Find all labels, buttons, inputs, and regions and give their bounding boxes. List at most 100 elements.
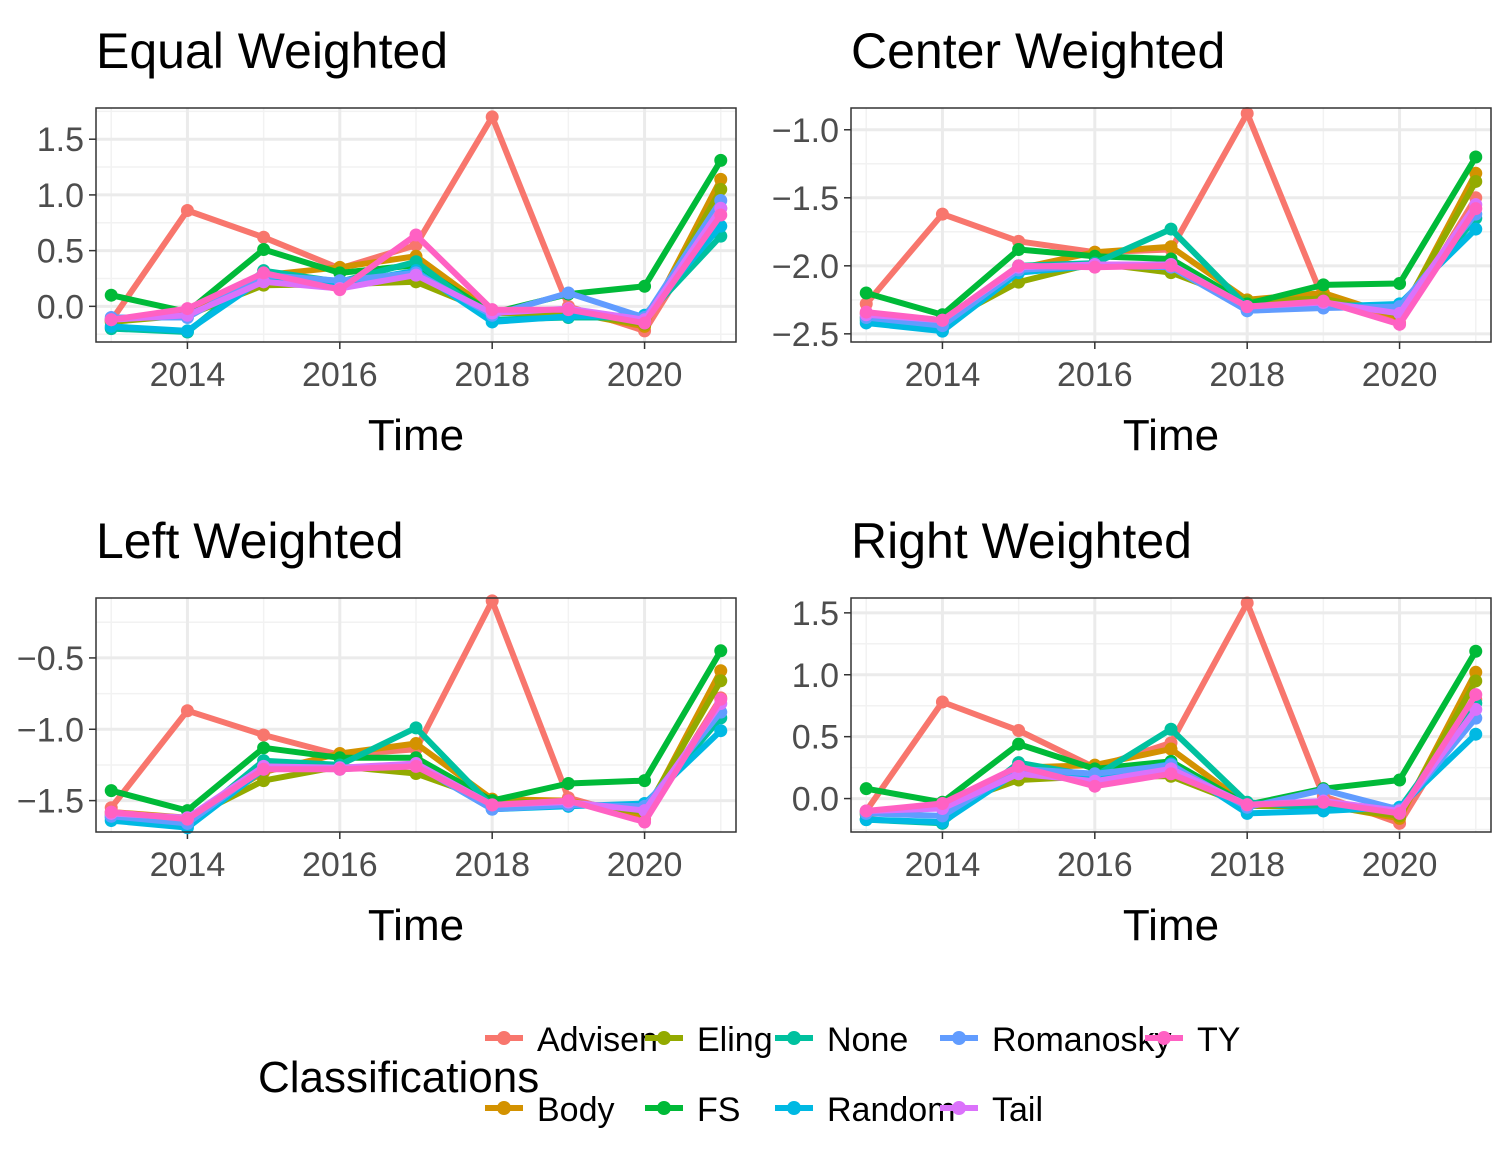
y-tick-label: 1.5 [37, 121, 84, 159]
y-tick-label: 0.0 [37, 288, 84, 326]
data-point-advisen [1240, 596, 1254, 610]
data-point-romanosky [561, 286, 575, 300]
data-point-ty [485, 798, 499, 812]
legend: Classifications Advisen Body Eling FS None Ran… [0, 1000, 1495, 1150]
data-point-body [714, 664, 728, 678]
data-point-ty [104, 313, 118, 327]
data-point-ty [333, 762, 347, 776]
legend-label: TY [1197, 1021, 1240, 1059]
x-tick-label: 2016 [1057, 846, 1133, 884]
x-tick-label: 2018 [1209, 356, 1285, 394]
data-point-advisen [257, 728, 271, 742]
data-point-ty [1088, 260, 1102, 274]
x-tick-label: 2016 [302, 356, 378, 394]
legend-key-point [952, 1101, 966, 1115]
x-tick-label: 2018 [1209, 846, 1285, 884]
data-point-advisen [935, 695, 949, 709]
data-point-fs [638, 279, 652, 293]
data-point-eling [714, 674, 728, 688]
data-point-ty [638, 316, 652, 330]
y-tick-label: 1.0 [792, 657, 839, 695]
legend-title: Classifications [258, 1053, 539, 1102]
chart-equal-weighted: Equal Weighted 2014 2016 2018 2020 0.0 0.5 1.0 1… [37, 23, 737, 460]
legend-label: Random [827, 1091, 956, 1129]
legend-label: Romanosky [992, 1021, 1172, 1059]
data-point-romanosky [1316, 783, 1330, 797]
data-point-ty [1240, 798, 1254, 812]
data-point-ty [1393, 317, 1407, 331]
chart-left-weighted: Left Weighted 2014 2016 2018 2020 −1.5 −1.0 −0.… [17, 513, 737, 950]
chart-title: Left Weighted [96, 513, 404, 569]
data-point-ty [104, 805, 118, 819]
legend-item-advisen: Advisen [485, 1021, 658, 1059]
series-ty [859, 688, 1483, 820]
y-tick-label: −1.0 [17, 711, 84, 749]
x-tick-label: 2014 [150, 846, 226, 884]
data-point-ty [935, 313, 949, 327]
x-tick-label: 2016 [302, 846, 378, 884]
data-point-tail [257, 275, 271, 289]
data-point-fs [561, 776, 575, 790]
x-tick-label: 2020 [1362, 846, 1438, 884]
legend-key-point [497, 1031, 511, 1045]
data-point-fs [257, 741, 271, 755]
data-point-ty [1469, 688, 1483, 702]
plot-border [95, 597, 737, 833]
x-tick-label: 2014 [150, 356, 226, 394]
data-point-body [1164, 240, 1178, 254]
chart-title: Right Weighted [851, 513, 1192, 569]
data-point-advisen [180, 704, 194, 718]
plot-border [850, 107, 1492, 343]
chart-title: Center Weighted [851, 23, 1225, 79]
legend-label: FS [697, 1091, 740, 1129]
legend-item-eling: Eling [645, 1021, 773, 1059]
legend-key-point [787, 1101, 801, 1115]
data-point-fs [1316, 278, 1330, 292]
y-tick-label: −2.0 [772, 248, 839, 286]
data-point-eling [1012, 275, 1026, 289]
data-point-fs [859, 782, 873, 796]
y-tick-label: 0.5 [37, 233, 84, 271]
legend-label: None [827, 1021, 908, 1059]
series-ty [104, 208, 728, 330]
data-point-fs [1393, 773, 1407, 787]
data-point-advisen [485, 594, 499, 608]
legend-key-point [657, 1101, 671, 1115]
legend-item-tail: Tail [940, 1091, 1043, 1129]
legend-label: Advisen [537, 1021, 658, 1059]
data-point-ty [1316, 294, 1330, 308]
data-point-fs [1012, 242, 1026, 256]
data-point-ty [333, 283, 347, 297]
data-point-ty [859, 804, 873, 818]
data-point-ty [1316, 795, 1330, 809]
x-tick-label: 2016 [1057, 356, 1133, 394]
data-point-none [409, 721, 423, 735]
data-point-fs [257, 243, 271, 257]
legend-item-ty: TY [1145, 1021, 1240, 1059]
data-point-none [1164, 722, 1178, 736]
legend-label: Tail [992, 1091, 1043, 1129]
x-axis-label: Time [1123, 901, 1219, 950]
data-point-ty [1164, 767, 1178, 781]
x-axis-label: Time [368, 901, 464, 950]
plot-border [850, 597, 1492, 833]
data-point-random [714, 724, 728, 738]
legend-label: Eling [697, 1021, 773, 1059]
data-point-eling [714, 182, 728, 196]
legend-key-point [657, 1031, 671, 1045]
data-point-random [1469, 727, 1483, 741]
data-point-eling [257, 774, 271, 788]
data-point-advisen [257, 230, 271, 244]
plot-border [95, 107, 737, 343]
chart-panel-right-weighted: Right Weighted 2014 2016 2018 2020 0.0 0.5 1.0 1… [755, 490, 1495, 970]
chart-panel-equal-weighted: Equal Weighted 2014 2016 2018 2020 0.0 0.5 1.0 1… [0, 0, 740, 480]
chart-right-weighted: Right Weighted 2014 2016 2018 2020 0.0 0.5 1.0 1… [792, 513, 1492, 950]
data-point-fs [1393, 277, 1407, 290]
y-tick-label: −1.0 [772, 112, 839, 150]
data-point-body [714, 172, 728, 186]
chart-title: Equal Weighted [96, 23, 448, 79]
data-point-ty [1012, 759, 1026, 773]
data-point-ty [485, 303, 499, 317]
data-point-none [1164, 222, 1178, 236]
